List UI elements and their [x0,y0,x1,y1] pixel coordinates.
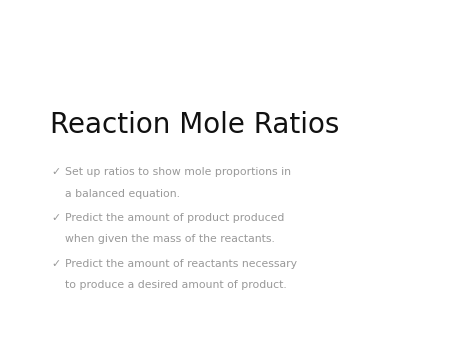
Text: Set up ratios to show mole proportions in: Set up ratios to show mole proportions i… [65,167,291,177]
Text: Reaction Mole Ratios: Reaction Mole Ratios [50,111,339,139]
Text: when given the mass of the reactants.: when given the mass of the reactants. [65,234,275,244]
Text: ✓: ✓ [52,259,61,269]
Text: Predict the amount of reactants necessary: Predict the amount of reactants necessar… [65,259,297,269]
Text: a balanced equation.: a balanced equation. [65,189,180,199]
Text: ✓: ✓ [52,167,61,177]
Text: Predict the amount of product produced: Predict the amount of product produced [65,213,284,223]
Text: to produce a desired amount of product.: to produce a desired amount of product. [65,280,287,290]
Text: ✓: ✓ [52,213,61,223]
